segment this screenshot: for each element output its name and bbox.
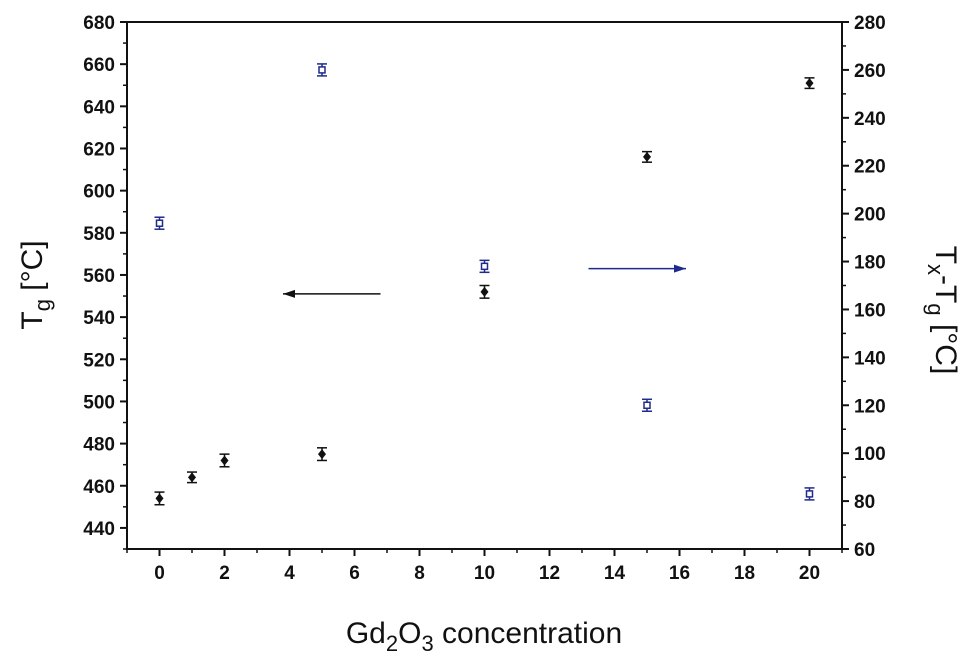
y-left-tick-label: 460 — [83, 477, 115, 498]
tg-data-point — [480, 286, 489, 297]
x-tick-label: 18 — [734, 563, 755, 584]
y-right-tick-label: 240 — [854, 109, 886, 130]
plot-frame — [126, 21, 843, 550]
tg-data-point — [318, 449, 326, 460]
y-left-axis-title: Tg [°C] — [16, 240, 55, 329]
y-left-tick-label: 580 — [83, 224, 115, 245]
x-title-part-3: concentration — [434, 617, 622, 650]
y-right-tick-label: 80 — [854, 492, 875, 513]
y-left-tick-label: 640 — [83, 97, 115, 118]
tg-data-point — [643, 151, 651, 162]
y-left-tick-label: 500 — [83, 392, 115, 413]
x-tick-label: 10 — [474, 563, 495, 584]
x-tick-label: 2 — [219, 563, 230, 584]
y-right-tick-label: 180 — [854, 253, 886, 274]
annotation-layer — [283, 264, 686, 298]
y-left-tick-label: 440 — [83, 519, 115, 540]
x-title-part-2: O — [398, 617, 421, 650]
y-left-tick-label: 600 — [83, 182, 115, 203]
y-right-title-sub-2: g — [923, 303, 948, 315]
y-right-tick-label: 100 — [854, 444, 886, 465]
y-left-tick-label: 680 — [83, 13, 115, 34]
y-left-title-part-2: [°C] — [16, 240, 49, 299]
tx-tg-data-point — [480, 262, 489, 271]
tx-tg-data-point — [155, 219, 164, 227]
tg-data-point — [188, 472, 196, 483]
y-right-title-part-2: -T — [929, 275, 962, 303]
y-left-title-sub: g — [30, 299, 55, 311]
y-left-tick-label: 520 — [83, 350, 115, 371]
y-left-tick-label: 660 — [83, 55, 115, 76]
y-right-tick-label: 260 — [854, 61, 886, 82]
y-left-tick-label: 620 — [83, 139, 115, 160]
tx-tg-data-point — [318, 66, 326, 74]
tg-data-point — [220, 455, 229, 466]
y-right-tick-label: 280 — [854, 13, 886, 34]
y-right-tick-label: 60 — [854, 540, 875, 561]
y-right-title-part-1: T — [929, 246, 962, 264]
tx-tg-data-point — [643, 401, 651, 410]
x-title-sub-1: 2 — [386, 631, 398, 656]
x-tick-label: 6 — [349, 563, 360, 584]
y-right-title-part-3: [°C] — [929, 316, 962, 375]
y-right-tick-label: 220 — [854, 157, 886, 178]
x-tick-label: 4 — [284, 563, 295, 584]
x-tick-label: 20 — [799, 563, 820, 584]
x-tick-label: 16 — [669, 563, 690, 584]
y-left-tick-label: 480 — [83, 435, 115, 456]
y-right-axis-title: Tx-Tg [°C] — [923, 246, 962, 375]
y-right-tick-label: 140 — [854, 348, 886, 369]
x-title-part-1: Gd — [346, 617, 386, 650]
ticks-layer: 0 2 4 6 8 10 12 14 16 18 20 440 460 480 500 520 540 560 58… — [83, 13, 885, 584]
tg-data-point — [155, 493, 164, 504]
y-right-title-sub-1: x — [923, 264, 948, 275]
marks-layer — [154, 63, 815, 506]
y-left-tick-label: 560 — [83, 266, 115, 287]
x-tick-label: 0 — [154, 563, 165, 584]
y-right-tick-label: 120 — [854, 396, 886, 417]
y-right-tick-label: 200 — [854, 205, 886, 226]
x-tick-label: 8 — [414, 563, 425, 584]
x-axis-title: Gd2O3 concentration — [346, 617, 622, 656]
x-title-sub-2: 3 — [421, 631, 433, 656]
tx-tg-data-point — [805, 490, 814, 498]
y-left-title-part-1: T — [16, 311, 49, 329]
tg-data-point — [805, 78, 814, 89]
axis-arrow-head — [674, 264, 686, 273]
axis-arrow-head — [283, 289, 295, 298]
x-tick-label: 12 — [539, 563, 560, 584]
x-tick-label: 14 — [604, 563, 626, 584]
y-left-tick-label: 540 — [83, 308, 115, 329]
y-right-tick-label: 160 — [854, 300, 886, 321]
